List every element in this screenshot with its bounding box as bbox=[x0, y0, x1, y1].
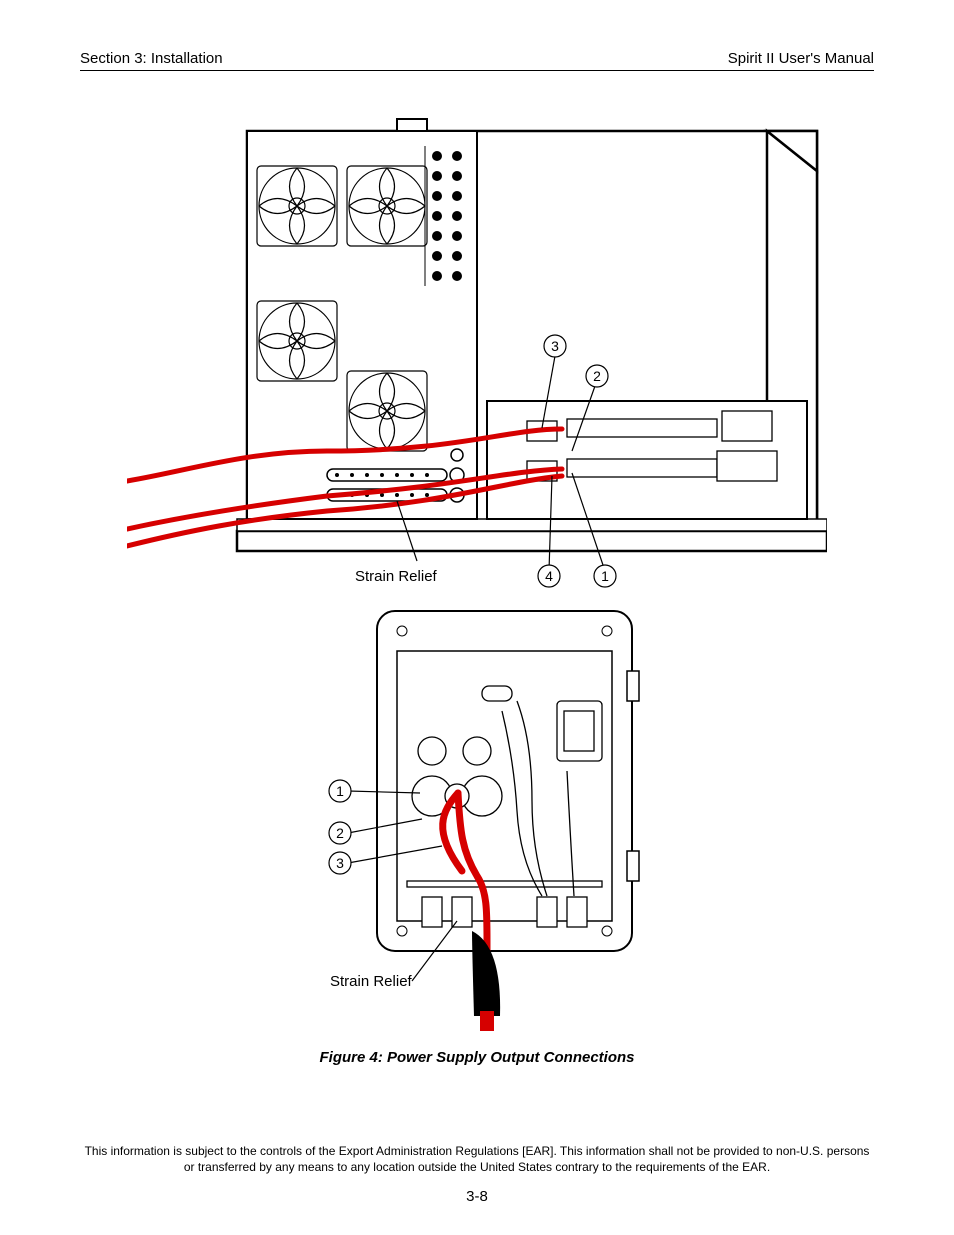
callout-b1: 1 bbox=[336, 783, 344, 799]
figure-container: 3 2 4 1 Strain Relief bbox=[80, 111, 874, 1066]
power-supply-diagram: 3 2 4 1 Strain Relief bbox=[127, 111, 827, 591]
header-section: Section 3: Installation bbox=[80, 50, 223, 67]
export-disclaimer: This information is subject to the contr… bbox=[80, 1143, 874, 1175]
strain-relief-label-bottom: Strain Relief bbox=[330, 973, 412, 990]
callout-4: 4 bbox=[545, 568, 553, 584]
remote-box-diagram: 1 2 3 Strain Relief bbox=[302, 601, 652, 1031]
strain-relief-label-top: Strain Relief bbox=[355, 568, 437, 585]
header-manual-title: Spirit II User's Manual bbox=[728, 50, 874, 67]
page-header: Section 3: Installation Spirit II User's… bbox=[80, 50, 874, 71]
callout-b2: 2 bbox=[336, 825, 344, 841]
callout-b3: 3 bbox=[336, 855, 344, 871]
callout-1: 1 bbox=[601, 568, 609, 584]
figure-caption: Figure 4: Power Supply Output Connection… bbox=[319, 1049, 634, 1066]
callout-3: 3 bbox=[551, 338, 559, 354]
callout-2: 2 bbox=[593, 368, 601, 384]
page-number: 3-8 bbox=[0, 1188, 954, 1205]
